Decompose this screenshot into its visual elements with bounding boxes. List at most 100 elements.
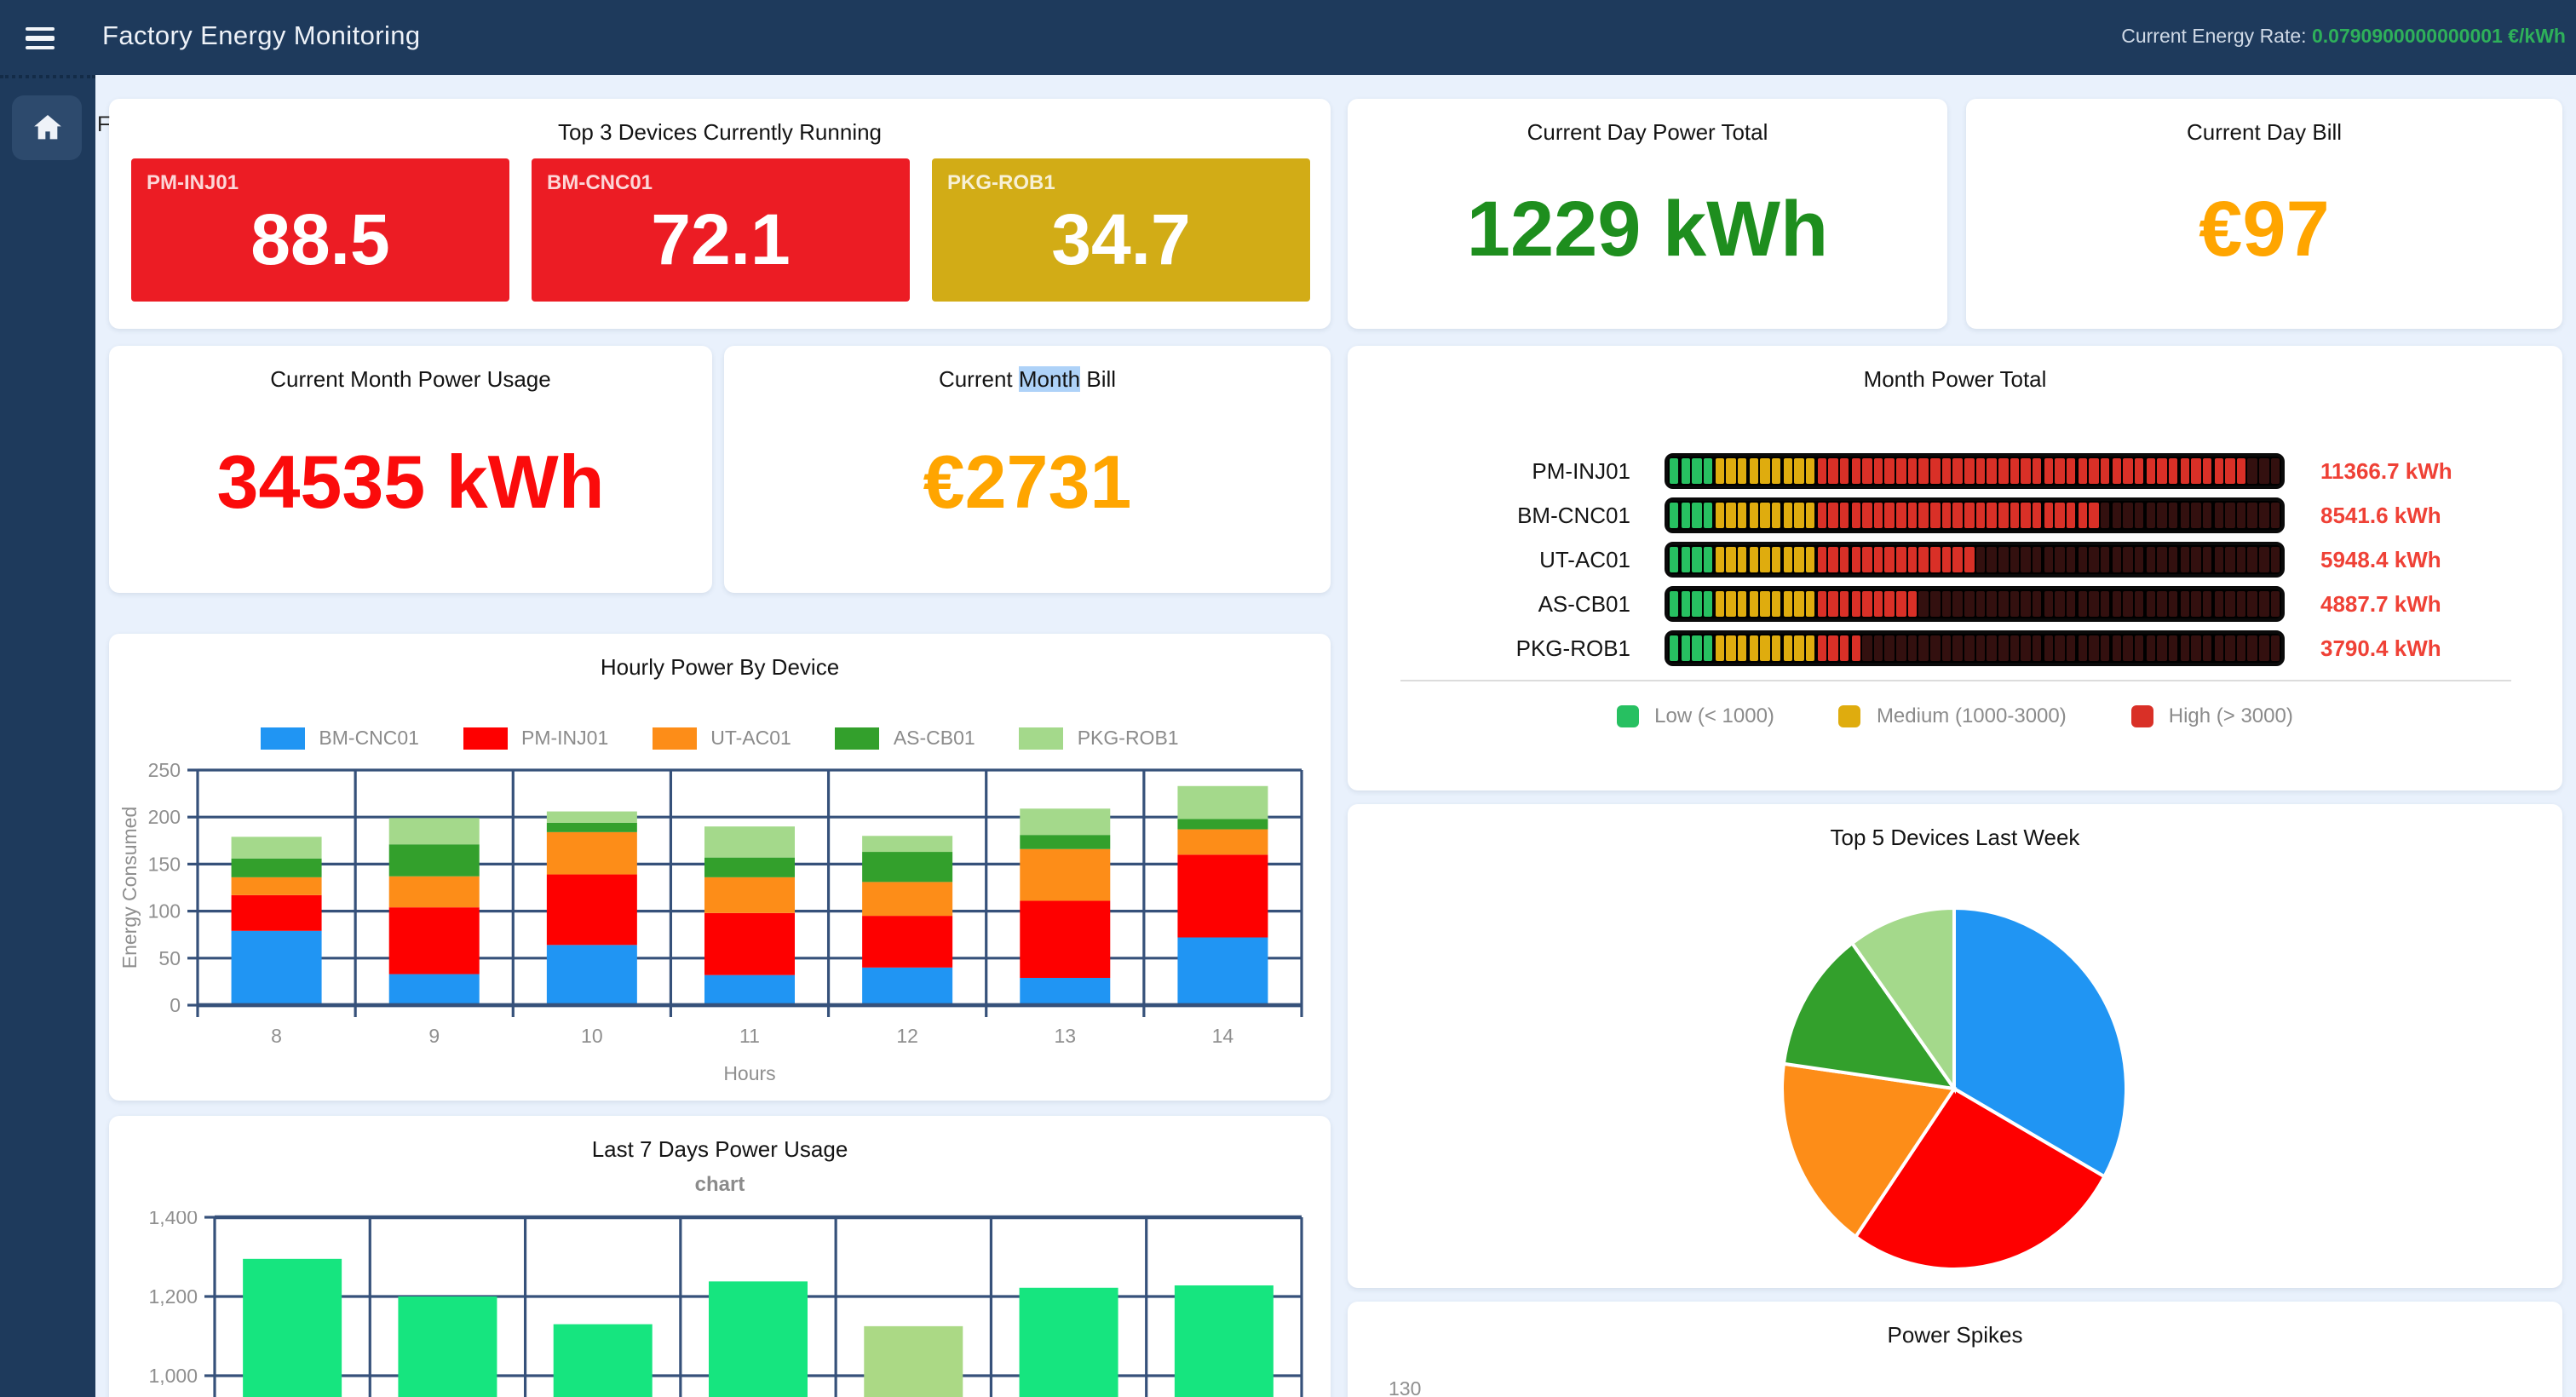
legend-label: PM-INJ01 [521, 728, 609, 749]
bar-segment [1692, 502, 1702, 527]
day-usage-bar [864, 1325, 963, 1397]
bar-segment [1896, 502, 1906, 527]
bar-segment [1783, 502, 1793, 527]
bar-segment [1918, 457, 1929, 483]
bar-segment [2033, 457, 2042, 483]
bar-segment [2100, 502, 2110, 527]
bar-segment [1760, 590, 1770, 616]
bar-segment [1760, 546, 1770, 572]
bar-segment [1817, 502, 1826, 527]
bar-segment [1907, 635, 1918, 660]
bar-segment [1692, 546, 1702, 572]
bar-segment [1952, 546, 1963, 572]
month-row-value: 11366.7 kWh [2320, 457, 2452, 483]
bar-segment [2191, 635, 2201, 660]
bar-segment [1771, 502, 1781, 527]
month-power-row: PM-INJ01 11366.7 kWh [1348, 448, 2562, 492]
device-power-value: 34.7 [1051, 199, 1191, 279]
energy-rate-unit: €/kWh [2508, 27, 2566, 48]
bar-segment [1715, 590, 1725, 616]
bar-segment [1692, 590, 1702, 616]
stacked-bar-AS-CB01 [388, 844, 480, 877]
stacked-bar-PM-INJ01 [546, 874, 637, 946]
bar-segment [2146, 635, 2156, 660]
bar-segment [2044, 502, 2054, 527]
bar-segment [1941, 546, 1952, 572]
bar-segment [1703, 635, 1713, 660]
bar-segment [2078, 635, 2088, 660]
bar-segment [1975, 546, 1986, 572]
bar-segment [1805, 502, 1815, 527]
bar-segment [2247, 457, 2257, 483]
stacked-bar-AS-CB01 [862, 852, 953, 882]
bar-segment [1987, 635, 1997, 660]
legend-item-BM-CNC01[interactable]: BM-CNC01 [261, 727, 419, 750]
bar-segment [1964, 635, 1975, 660]
pie-slice-UT-AC01 [1780, 1061, 1958, 1239]
bar-segment [1703, 457, 1713, 483]
svg-text:11: 11 [739, 1025, 760, 1047]
svg-text:13: 13 [1054, 1025, 1076, 1047]
hamburger-menu-icon[interactable] [26, 27, 55, 49]
bar-segment [2010, 502, 2020, 527]
sidebar-home-button[interactable] [12, 95, 82, 160]
bar-segment [1930, 590, 1941, 616]
legend-item-PM-INJ01[interactable]: PM-INJ01 [463, 727, 608, 750]
legend-swatch [653, 727, 698, 750]
bar-segment [1737, 546, 1747, 572]
bar-segment [1726, 546, 1736, 572]
month-row-value: 3790.4 kWh [2320, 635, 2441, 660]
bar-segment [2270, 635, 2280, 660]
bar-segment [1851, 502, 1860, 527]
bar-segment [2180, 546, 2189, 572]
legend-item-UT-AC01[interactable]: UT-AC01 [653, 727, 791, 750]
day-power-title: Current Day Power Total [1527, 119, 1768, 145]
bar-segment [2225, 502, 2235, 527]
bar-segment [1862, 546, 1872, 572]
bar-segment [1987, 546, 1997, 572]
bar-segment [1771, 590, 1781, 616]
device-name: BM-CNC01 [547, 170, 653, 194]
month-row-bar [1665, 497, 2285, 532]
top-navbar: Factory Energy Monitoring Current Energy… [0, 0, 2576, 75]
stacked-bar-UT-AC01 [862, 882, 953, 917]
month-power-row: PKG-ROB1 3790.4 kWh [1348, 625, 2562, 670]
stacked-bar-BM-CNC01 [546, 945, 637, 1005]
legend-item-PKG-ROB1[interactable]: PKG-ROB1 [1019, 727, 1179, 750]
bar-segment [2214, 502, 2223, 527]
bar-segment [2270, 457, 2280, 483]
bar-segment [1884, 502, 1895, 527]
device-tile-pm-inj01: PM-INJ01 88.5 [131, 158, 509, 302]
svg-text:250: 250 [148, 759, 181, 781]
bar-segment [2270, 546, 2280, 572]
bar-segment [2066, 635, 2076, 660]
bar-segment [1681, 635, 1691, 660]
legend-item: Low (< 1000) [1617, 704, 1774, 727]
bar-segment [2180, 502, 2189, 527]
bar-segment [2066, 502, 2076, 527]
bar-segment [1749, 502, 1759, 527]
legend-item-AS-CB01[interactable]: AS-CB01 [835, 727, 975, 750]
bar-segment [1817, 457, 1826, 483]
svg-text:200: 200 [148, 806, 181, 828]
bar-segment [1862, 457, 1872, 483]
bar-segment [2100, 590, 2110, 616]
bar-segment [1749, 590, 1759, 616]
stacked-bar-BM-CNC01 [704, 974, 795, 1005]
bar-segment [1783, 546, 1793, 572]
energy-rate-value: 0.0790900000000001 [2311, 27, 2503, 48]
bar-segment [1987, 590, 1997, 616]
app-title: Factory Energy Monitoring [102, 22, 421, 51]
bar-segment [2089, 502, 2099, 527]
bar-segment [1670, 546, 1679, 572]
bar-segment [2180, 590, 2189, 616]
bar-segment [2055, 502, 2065, 527]
bar-segment [1760, 457, 1770, 483]
bar-segment [1737, 590, 1747, 616]
bar-segment [1715, 457, 1725, 483]
bar-segment [2134, 635, 2144, 660]
bar-segment [2123, 546, 2133, 572]
bar-segment [2202, 635, 2212, 660]
legend-swatch [835, 727, 880, 750]
bar-segment [2146, 590, 2156, 616]
